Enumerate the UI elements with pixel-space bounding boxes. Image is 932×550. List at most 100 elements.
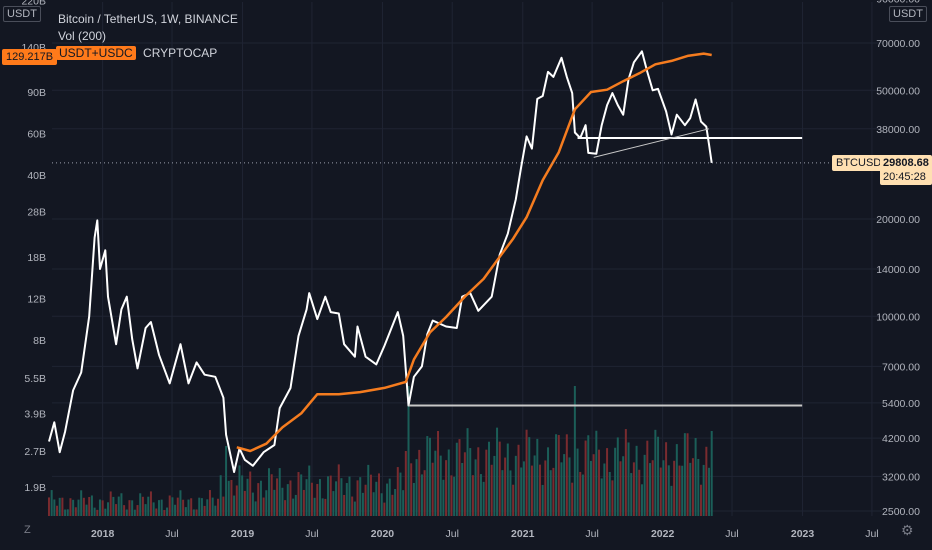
left-axis-unit[interactable]: USDT: [3, 6, 41, 22]
volume-bar: [399, 472, 402, 516]
volume-bar: [469, 448, 472, 516]
volume-bar: [345, 483, 348, 516]
volume-bar: [619, 461, 622, 516]
volume-bar: [686, 433, 689, 516]
volume-bar: [69, 498, 72, 516]
volume-bar: [361, 492, 364, 516]
volume-bar: [337, 464, 340, 516]
volume-bar: [434, 450, 437, 516]
volume-bar: [458, 439, 461, 516]
settings-gear-icon[interactable]: ⚙: [901, 522, 914, 538]
volume-bar: [611, 480, 614, 516]
volume-bar: [128, 500, 131, 516]
volume-bar: [675, 444, 678, 516]
log-scale-toggle[interactable]: Z: [24, 524, 31, 536]
y-right-tick-label: 96000.00: [876, 0, 920, 6]
y-right-tick-label: 38000.00: [876, 124, 920, 136]
volume-bar: [665, 442, 668, 516]
volume-bar: [82, 497, 85, 516]
volume-bar: [520, 467, 523, 516]
volume-bar: [530, 465, 533, 516]
overlay-name: USDT+USDC: [56, 46, 136, 60]
volume-bar: [710, 431, 713, 516]
volume-bar: [657, 436, 660, 516]
volume-bar: [378, 473, 381, 516]
volume-bar: [496, 427, 499, 516]
volume-bar: [115, 504, 118, 516]
volume-bar: [300, 474, 303, 516]
volume-bar: [372, 492, 375, 516]
trend-line: [593, 128, 710, 158]
volume-bar: [233, 495, 236, 516]
x-tick-label: 2023: [791, 528, 815, 540]
volume-bar: [47, 497, 50, 516]
volume-bar: [549, 470, 552, 516]
volume-bar: [463, 452, 466, 516]
volume-bar: [501, 470, 504, 516]
y-left-tick-label: 28B: [27, 207, 46, 219]
y-right-tick-label: 4200.00: [882, 433, 920, 445]
volume-bar: [267, 468, 270, 516]
volume-bar: [369, 474, 372, 516]
volume-bar: [58, 497, 61, 516]
volume-bar: [141, 496, 144, 516]
volume-bar: [512, 484, 515, 516]
volume-bar: [168, 495, 171, 516]
volume-bar: [571, 482, 574, 516]
volume-bar: [683, 433, 686, 516]
volume-bar: [292, 498, 295, 516]
volume-bar: [563, 454, 566, 516]
volume-indicator-label[interactable]: Vol (200): [58, 29, 107, 43]
volume-bar: [632, 462, 635, 516]
x-tick-label: Jul: [445, 528, 458, 540]
volume-bar: [455, 442, 458, 516]
volume-bar: [243, 490, 246, 516]
volume-bar: [681, 465, 684, 516]
y-left-tick-label: 3.9B: [24, 408, 46, 420]
x-tick-label: Jul: [865, 528, 878, 540]
right-axis-unit[interactable]: USDT: [889, 6, 927, 22]
symbol-title[interactable]: Bitcoin / TetherUS, 1W, BINANCE: [58, 12, 238, 26]
volume-bar: [587, 435, 590, 516]
volume-bar: [646, 440, 649, 516]
volume-bar: [533, 455, 536, 516]
volume-bar: [262, 497, 265, 516]
volume-bar: [190, 498, 193, 516]
volume-bar: [353, 501, 356, 516]
y-right-tick-label: 2500.00: [882, 506, 920, 518]
volume-bar: [394, 489, 397, 516]
volume-bar: [257, 483, 260, 516]
volume-bar: [474, 459, 477, 516]
volume-bar: [600, 478, 603, 516]
volume-bar: [297, 472, 300, 516]
volume-bar: [249, 471, 252, 516]
volume-bar: [211, 497, 214, 516]
y-left-tick-label: 1.9B: [24, 482, 46, 494]
y-right-tick-label: 50000.00: [876, 85, 920, 97]
price-tag: 29808.68 20:45:28: [880, 155, 932, 185]
volume-bar: [302, 489, 305, 516]
volume-bar: [270, 474, 273, 516]
series-lines: [48, 50, 713, 473]
volume-bar: [163, 510, 166, 516]
volume-bar: [565, 434, 568, 516]
volume-bar: [367, 464, 370, 516]
overlay-legend[interactable]: USDT+USDC CRYPTOCAP: [56, 45, 238, 62]
volume-bar: [702, 464, 705, 516]
y-left-tick-label: 8B: [33, 335, 46, 347]
volume-bar: [402, 490, 405, 516]
volume-bar: [573, 386, 576, 516]
volume-bar: [200, 498, 203, 516]
volume-bar: [157, 500, 160, 516]
volume-bar: [120, 493, 123, 516]
volume-bar: [131, 500, 134, 516]
volume-bar: [208, 490, 211, 516]
x-tick-label: Jul: [165, 528, 178, 540]
y-left-tick-label: 220B: [21, 0, 46, 7]
volume-bar: [598, 449, 601, 516]
volume-bar: [396, 467, 399, 516]
volume-bar: [592, 454, 595, 516]
volume-bar: [538, 464, 541, 516]
volume-bar: [225, 446, 228, 516]
